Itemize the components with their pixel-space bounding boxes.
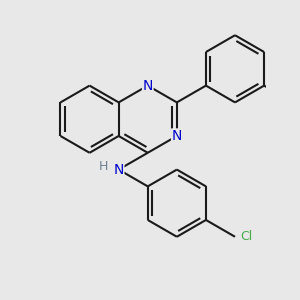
Text: N: N: [113, 163, 124, 177]
Text: N: N: [142, 79, 153, 93]
Text: N: N: [172, 129, 182, 143]
Text: Cl: Cl: [240, 230, 252, 243]
Text: H: H: [99, 160, 108, 173]
